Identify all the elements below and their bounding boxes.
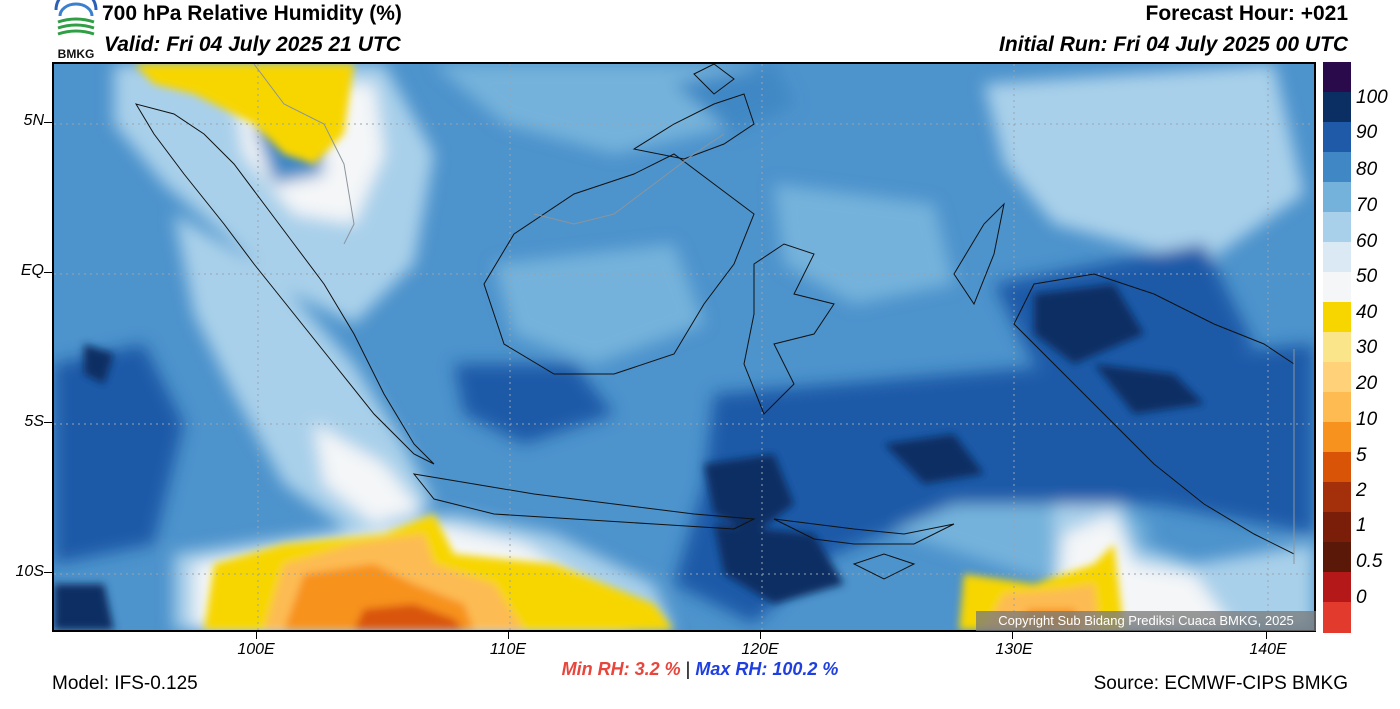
colorbar-label: 100	[1356, 87, 1388, 108]
lon-label-110e: 110E	[489, 641, 527, 658]
colorbar-swatch	[1323, 392, 1351, 423]
valid-time: Valid: Fri 04 July 2025 21 UTC	[104, 33, 401, 56]
lat-tick	[44, 122, 52, 123]
bmkg-logo: BMKG	[52, 0, 100, 62]
colorbar-label: 80	[1356, 159, 1378, 180]
colorbar-swatch	[1323, 122, 1351, 153]
lon-label-120e: 120E	[741, 641, 779, 658]
colorbar-label: 5	[1356, 445, 1367, 466]
colorbar-swatch	[1323, 512, 1351, 543]
lon-label-140e: 140E	[1249, 641, 1287, 658]
initial-run: Initial Run: Fri 04 July 2025 00 UTC	[999, 33, 1348, 56]
colorbar-swatch	[1323, 302, 1351, 333]
colorbar-label: 10	[1356, 409, 1378, 430]
humidity-map	[52, 62, 1316, 632]
lon-tick	[1012, 632, 1013, 639]
colorbar-swatch	[1323, 422, 1351, 453]
graticule	[54, 64, 1314, 630]
lon-tick	[508, 632, 509, 639]
colorbar	[1323, 62, 1351, 633]
rh-stats: Min RH: 3.2 % | Max RH: 100.2 %	[0, 659, 1400, 680]
colorbar-label: 1	[1356, 515, 1367, 536]
colorbar-label: 60	[1356, 231, 1378, 252]
colorbar-label: 20	[1356, 373, 1378, 394]
lat-tick	[44, 422, 52, 423]
colorbar-swatch	[1323, 182, 1351, 213]
lat-tick	[44, 572, 52, 573]
model-label: Model: IFS-0.125	[52, 673, 198, 694]
forecast-hour: Forecast Hour: +021	[1145, 2, 1349, 25]
colorbar-swatch	[1323, 332, 1351, 363]
lon-label-100e: 100E	[237, 641, 275, 658]
lon-tick	[256, 632, 257, 639]
colorbar-swatch	[1323, 452, 1351, 483]
lon-tick	[1266, 632, 1267, 639]
colorbar-label: 2	[1356, 480, 1367, 501]
colorbar-swatch	[1323, 362, 1351, 393]
lat-tick	[44, 272, 52, 273]
colorbar-swatch	[1323, 572, 1351, 603]
min-rh-label: Min RH:	[561, 659, 630, 679]
lon-tick	[760, 632, 761, 639]
copyright-notice: Copyright Sub Bidang Prediksi Cuaca BMKG…	[976, 611, 1316, 631]
colorbar-swatch	[1323, 602, 1351, 633]
colorbar-label: 70	[1356, 195, 1378, 216]
colorbar-swatch	[1323, 62, 1351, 93]
lat-label-10s: 10S	[15, 563, 44, 580]
colorbar-swatch	[1323, 542, 1351, 573]
humidity-field	[54, 64, 1314, 630]
colorbar-swatch	[1323, 272, 1351, 303]
colorbar-swatch	[1323, 482, 1351, 513]
borders	[253, 64, 1295, 564]
stats-separator: |	[685, 659, 691, 679]
colorbar-label: 40	[1356, 302, 1378, 323]
max-rh: Max RH: 100.2 %	[695, 659, 839, 679]
colorbar-swatch	[1323, 152, 1351, 183]
colorbar-label: 0.5	[1356, 551, 1383, 572]
colorbar-swatch	[1323, 212, 1351, 243]
colorbar-label: 30	[1356, 337, 1378, 358]
source-label: Source: ECMWF-CIPS BMKG	[1093, 673, 1348, 694]
lat-label-5n: 5N	[23, 112, 44, 129]
lat-label-5s: 5S	[24, 413, 44, 430]
colorbar-swatch	[1323, 92, 1351, 123]
colorbar-label: 0	[1356, 587, 1367, 608]
colorbar-label: 90	[1356, 122, 1378, 143]
min-rh-value: 3.2 %	[634, 659, 681, 679]
logo-text: BMKG	[58, 47, 95, 61]
lat-label-eq: EQ	[20, 262, 44, 279]
colorbar-label: 50	[1356, 266, 1378, 287]
chart-title: 700 hPa Relative Humidity (%)	[102, 2, 402, 25]
colorbar-swatch	[1323, 242, 1351, 273]
coastlines	[134, 64, 1295, 580]
very-humid-zones	[54, 284, 1204, 630]
lon-label-130e: 130E	[995, 641, 1033, 658]
